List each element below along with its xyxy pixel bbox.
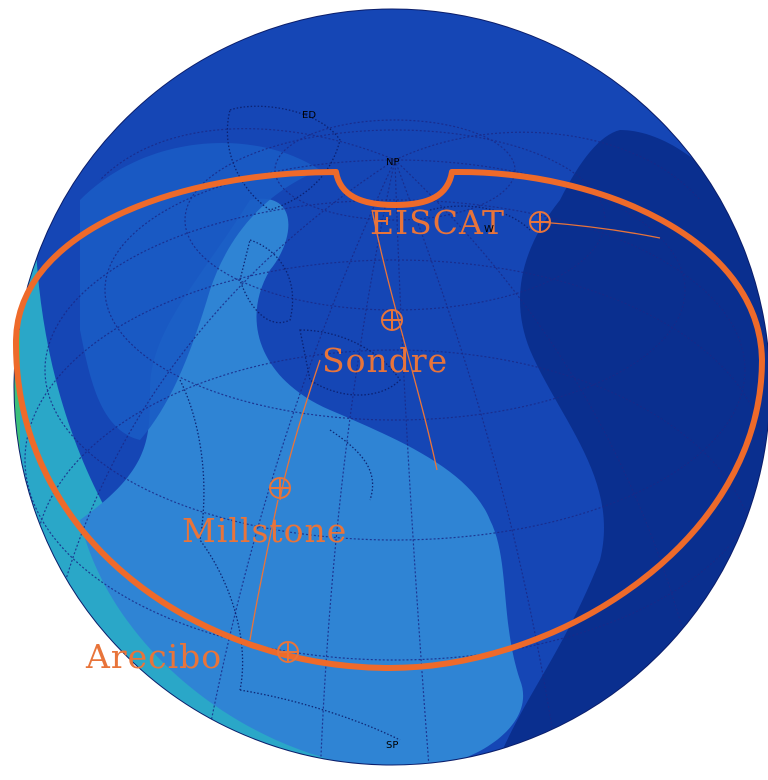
mid-blue-patch (80, 142, 320, 440)
label-ed: ED (302, 110, 316, 121)
marker-millstone (269, 477, 291, 499)
globe-outline (13, 8, 768, 766)
track-eiscat (539, 221, 661, 239)
label-arecibo: Arecibo (85, 637, 222, 676)
label-eiscat: EISCAT (370, 203, 505, 242)
label-sp: SP (386, 740, 398, 751)
label-w: W (484, 224, 494, 235)
track-sondre (371, 209, 438, 471)
graticule-meridians (59, 128, 701, 765)
marker-eiscat (529, 211, 551, 233)
marker-sondre (381, 309, 403, 331)
coastlines (179, 105, 531, 741)
label-sondre: Sondre (322, 341, 448, 380)
limb-band-cyan (20, 250, 420, 765)
coverage-ring (12, 168, 765, 671)
marker-arecibo (277, 641, 299, 663)
label-millstone: Millstone (182, 511, 347, 550)
label-np: NP (386, 157, 400, 168)
site-markers (269, 211, 551, 663)
track-arecibo (249, 499, 279, 641)
